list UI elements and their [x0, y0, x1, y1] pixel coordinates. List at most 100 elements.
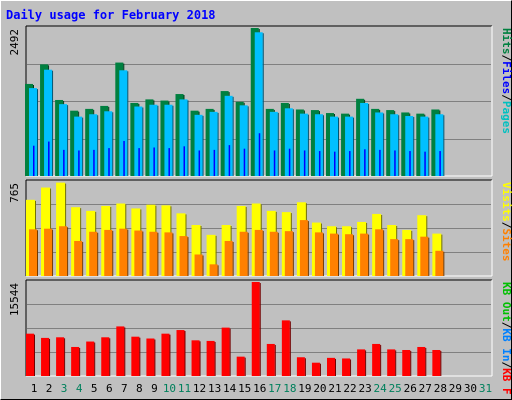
- pages-bar-27: [424, 151, 426, 176]
- files-bar-4: [74, 116, 83, 176]
- pages-bar-26: [409, 151, 411, 176]
- files-bar-22: [345, 116, 354, 176]
- x-tick-label-day-3: 3: [61, 382, 68, 395]
- sites-bar-3: [59, 226, 68, 276]
- ymax-label-hits: 2492: [8, 29, 21, 56]
- sites-bar-8: [134, 230, 143, 276]
- sites-bar-16: [254, 229, 263, 276]
- sites-bar-13: [209, 264, 218, 276]
- files-bar-3: [59, 104, 68, 176]
- ymax-label-kb: 15544: [8, 283, 21, 316]
- pages-bar-14: [228, 145, 231, 176]
- legend-sites-visits-part-3: Sites: [500, 228, 512, 261]
- kbytes-bar-21: [327, 357, 335, 376]
- x-tick-label-day-30: 30: [464, 382, 477, 395]
- sites-bar-27: [420, 236, 429, 276]
- x-tick-label-day-31: 31: [479, 382, 492, 395]
- legend-pages-files-hits-part-5: Pages: [500, 101, 512, 134]
- pages-bar-12: [198, 150, 201, 176]
- pages-bar-6: [108, 148, 110, 176]
- kbytes-bar-23: [357, 349, 366, 376]
- pages-bar-16: [258, 133, 261, 176]
- files-bar-5: [89, 114, 98, 176]
- pages-bar-17: [273, 150, 276, 176]
- files-bar-23: [360, 102, 369, 176]
- kbytes-bar-13: [206, 340, 215, 376]
- x-tick-label-day-29: 29: [449, 382, 462, 395]
- x-tick-label-day-14: 14: [223, 382, 237, 395]
- kbytes-bar-17: [266, 343, 275, 376]
- files-bar-2: [44, 69, 53, 176]
- files-bar-14: [224, 95, 233, 176]
- files-bar-13: [209, 111, 218, 176]
- files-bar-18: [284, 108, 293, 176]
- kbytes-bar-26: [402, 349, 411, 376]
- sites-bar-14: [224, 240, 233, 276]
- sites-bar-28: [435, 250, 444, 276]
- legend-pages-files-hits: Hits/Files/Pages: [500, 28, 512, 134]
- x-tick-label-day-5: 5: [91, 382, 98, 395]
- sites-bar-25: [390, 239, 399, 276]
- x-tick-label-day-17: 17: [268, 382, 281, 395]
- x-tick-label-day-9: 9: [151, 382, 158, 395]
- files-bar-15: [239, 105, 248, 176]
- visits-bar-13: [206, 234, 216, 276]
- pages-bar-20: [318, 151, 321, 176]
- pages-bar-25: [394, 150, 396, 176]
- pages-bar-22: [349, 151, 351, 176]
- legend-sites-visits-part-1: Visits: [500, 182, 512, 222]
- kbytes-bar-16: [251, 282, 260, 376]
- files-bar-25: [390, 114, 399, 176]
- files-bar-16: [254, 32, 263, 176]
- x-tick-label-day-7: 7: [121, 382, 128, 395]
- x-tick-label-day-23: 23: [358, 382, 371, 395]
- files-bar-20: [314, 114, 323, 176]
- x-tick-label-day-16: 16: [253, 382, 266, 395]
- sites-bar-4: [74, 240, 83, 276]
- kbytes-bar-3: [56, 337, 65, 376]
- files-bar-10: [164, 104, 173, 176]
- kbytes-bar-1: [26, 333, 34, 376]
- kbytes-bar-24: [372, 343, 381, 376]
- x-tick-label-day-24: 24: [374, 382, 388, 395]
- kbytes-bar-19: [296, 357, 305, 376]
- legend-pages-files-hits-part-3: Files: [500, 61, 512, 94]
- chart-title: Daily usage for February 2018: [6, 8, 216, 22]
- legend-sites-visits-part-2: /: [500, 222, 512, 229]
- pages-bar-19: [303, 150, 306, 176]
- legend-kb-part-3: KB In: [500, 328, 512, 361]
- sites-bar-2: [44, 228, 53, 276]
- x-tick-label-day-19: 19: [298, 382, 311, 395]
- kbytes-bar-4: [71, 346, 80, 376]
- files-bar-17: [269, 111, 278, 176]
- pages-bar-2: [48, 141, 50, 176]
- sites-bar-15: [239, 231, 248, 276]
- pages-bar-9: [153, 147, 155, 176]
- x-tick-label-day-21: 21: [328, 382, 341, 395]
- legend-kb: KB Out/KB In/KB F: [500, 282, 512, 395]
- files-bar-26: [405, 116, 414, 176]
- pages-bar-24: [379, 149, 381, 176]
- x-tick-label-day-26: 26: [404, 382, 417, 395]
- x-tick-label-day-13: 13: [208, 382, 221, 395]
- sites-bar-6: [104, 229, 113, 276]
- files-bar-24: [375, 112, 384, 176]
- files-bar-7: [119, 70, 128, 176]
- sites-bar-26: [405, 239, 414, 276]
- pages-bar-21: [334, 151, 336, 176]
- files-bar-9: [149, 104, 158, 176]
- kbytes-bar-18: [281, 320, 290, 376]
- x-tick-label-day-10: 10: [163, 382, 176, 395]
- pages-bar-15: [243, 148, 246, 176]
- kbytes-bar-8: [131, 336, 140, 376]
- x-tick-label-day-25: 25: [389, 382, 402, 395]
- pages-bar-3: [63, 149, 65, 176]
- x-tick-label-day-11: 11: [178, 382, 191, 395]
- pages-bar-10: [168, 148, 170, 176]
- pages-bar-28: [439, 151, 441, 176]
- visits-bar-12: [191, 225, 201, 276]
- files-bar-12: [194, 114, 203, 176]
- x-tick-label-day-15: 15: [238, 382, 251, 395]
- kbytes-bar-15: [236, 356, 245, 376]
